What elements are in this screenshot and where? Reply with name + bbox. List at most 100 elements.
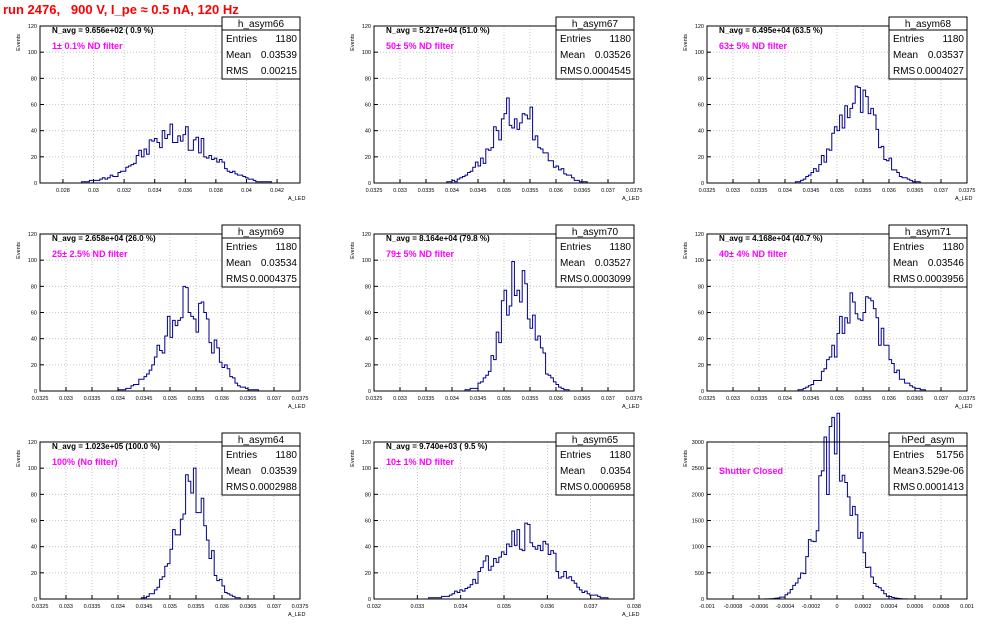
filter-label: 40± 4% ND filter [719, 249, 787, 259]
y-tick-label: 2000 [692, 492, 704, 498]
stats-value: 0.03534 [261, 258, 298, 269]
x-tick-label: 0.0335 [751, 396, 768, 402]
x-tick-label: -0.0002 [802, 604, 821, 610]
y-tick-label: 100 [695, 258, 704, 264]
y-tick-label: 40 [698, 129, 704, 135]
y-tick-label: 120 [362, 440, 371, 446]
y-tick-label: 60 [698, 311, 704, 317]
y-tick-label: 80 [31, 76, 37, 82]
histogram-panel-hPed_asym: -0.001 -0.0008 -0.0006 -0.0004 -0.0002 0 0.000… [667, 412, 987, 630]
x-axis-label: A_LED [622, 404, 639, 410]
y-tick-label: 60 [365, 311, 371, 317]
x-tick-label: 0.037 [584, 604, 598, 610]
stats-value: 0.0003956 [917, 274, 965, 285]
stats-box-title: h_asym65 [572, 435, 619, 446]
page-title: run 2476, 900 V, I_pe ≈ 0.5 nA, 120 Hz [3, 2, 239, 17]
x-tick-label: 0.032 [367, 604, 381, 610]
x-tick-label: 0.0325 [32, 396, 49, 402]
y-axis-label: Events [16, 34, 22, 51]
stats-value: 1180 [275, 34, 297, 45]
y-tick-label: 80 [365, 492, 371, 498]
stats-box-title: h_asym66 [238, 19, 285, 30]
y-tick-label: 80 [698, 284, 704, 290]
x-tick-label: 0.0325 [32, 604, 49, 610]
y-tick-label: 60 [365, 519, 371, 525]
y-tick-label: 120 [695, 24, 704, 30]
y-tick-label: 100 [28, 50, 37, 56]
x-tick-label: -0.0006 [750, 604, 769, 610]
stats-label: Mean [560, 466, 585, 477]
histogram-svg: 0.028 0.03 0.032 0.034 0.036 0.038 0.04 0.042 0 2… [16, 16, 305, 202]
stats-label: Mean [893, 466, 918, 477]
y-tick-label: 80 [365, 284, 371, 290]
y-tick-label: 1000 [692, 545, 704, 551]
y-tick-label: 80 [698, 76, 704, 82]
stats-label: Mean [226, 466, 251, 477]
stats-label: Entries [893, 242, 924, 253]
stats-label: RMS [226, 66, 249, 77]
y-axis-label: Events [683, 450, 689, 467]
x-axis-label: A_LED [622, 196, 639, 202]
stats-box [555, 16, 635, 80]
y-tick-label: 1500 [692, 519, 704, 525]
histogram-svg: 0.0325 0.033 0.0335 0.034 0.0345 0.035 0.0355 0… [683, 16, 976, 202]
x-tick-label: 0.0008 [933, 604, 950, 610]
histogram-svg: 0.032 0.033 0.034 0.035 0.036 0.037 0.038 0 20 40… [350, 432, 641, 618]
stats-value: 0.0002988 [250, 482, 298, 493]
stats-label: Entries [226, 34, 257, 45]
stats-value: 0.00215 [261, 66, 298, 77]
x-tick-label: 0.0002 [855, 604, 872, 610]
histogram-svg: 0.0325 0.033 0.0335 0.034 0.0345 0.035 0.0355 0… [16, 432, 308, 618]
histogram-panel-h_asym67: 0.0325 0.033 0.0335 0.034 0.0345 0.035 0.0355 0… [334, 14, 654, 214]
x-tick-label: 0.0335 [84, 396, 101, 402]
x-tick-label: 0.038 [627, 604, 641, 610]
stats-box [221, 432, 301, 496]
x-tick-label: 0.028 [56, 188, 70, 194]
stats-label: Mean [560, 258, 585, 269]
stats-value: 0.03527 [595, 258, 632, 269]
x-tick-label: 0.035 [497, 604, 511, 610]
x-tick-label: 0.036 [549, 396, 563, 402]
x-tick-label: 0.036 [215, 396, 229, 402]
x-tick-label: 0.036 [215, 604, 229, 610]
y-tick-label: 0 [34, 389, 37, 395]
x-tick-label: 0.0345 [470, 396, 487, 402]
y-tick-label: 80 [31, 492, 37, 498]
x-tick-label: 0.04 [241, 188, 252, 194]
y-tick-label: 0 [368, 181, 371, 187]
x-tick-label: 0.0325 [366, 188, 383, 194]
y-axis-label: Events [16, 242, 22, 259]
x-tick-label: 0.0325 [366, 396, 383, 402]
x-tick-label: 0.0375 [959, 188, 976, 194]
stats-label: Mean [560, 50, 585, 61]
y-tick-label: 20 [31, 155, 37, 161]
x-tick-label: 0.0335 [418, 188, 435, 194]
y-tick-label: 20 [365, 155, 371, 161]
y-tick-label: 60 [31, 311, 37, 317]
x-tick-label: 0.038 [209, 188, 223, 194]
y-axis-label: Events [683, 34, 689, 51]
stats-box-title: h_asym64 [238, 435, 285, 446]
x-tick-label: 0.0355 [855, 188, 872, 194]
x-tick-label: 0.034 [778, 188, 792, 194]
stats-value: -3.529e-06 [916, 466, 965, 477]
x-tick-label: 0.0365 [907, 188, 924, 194]
x-tick-label: 0.0365 [240, 396, 257, 402]
y-tick-label: 20 [698, 155, 704, 161]
filter-label: 50± 5% ND filter [386, 41, 454, 51]
y-axis-label: Events [350, 34, 356, 51]
stats-label: Entries [226, 242, 257, 253]
histogram-svg: 0.0325 0.033 0.0335 0.034 0.0345 0.035 0.0355 0… [16, 224, 308, 410]
x-tick-label: 0.032 [117, 188, 131, 194]
x-tick-label: 0.0325 [699, 396, 716, 402]
y-tick-label: 120 [28, 232, 37, 238]
y-tick-label: 60 [31, 103, 37, 109]
x-tick-label: 0.042 [270, 188, 284, 194]
x-tick-label: 0.0345 [136, 604, 153, 610]
x-tick-label: 0.034 [148, 188, 162, 194]
stats-box [888, 432, 968, 496]
stats-label: Mean [226, 50, 251, 61]
x-tick-label: 0.036 [540, 604, 554, 610]
stats-value: 0.03537 [928, 50, 965, 61]
stats-label: RMS [226, 274, 249, 285]
